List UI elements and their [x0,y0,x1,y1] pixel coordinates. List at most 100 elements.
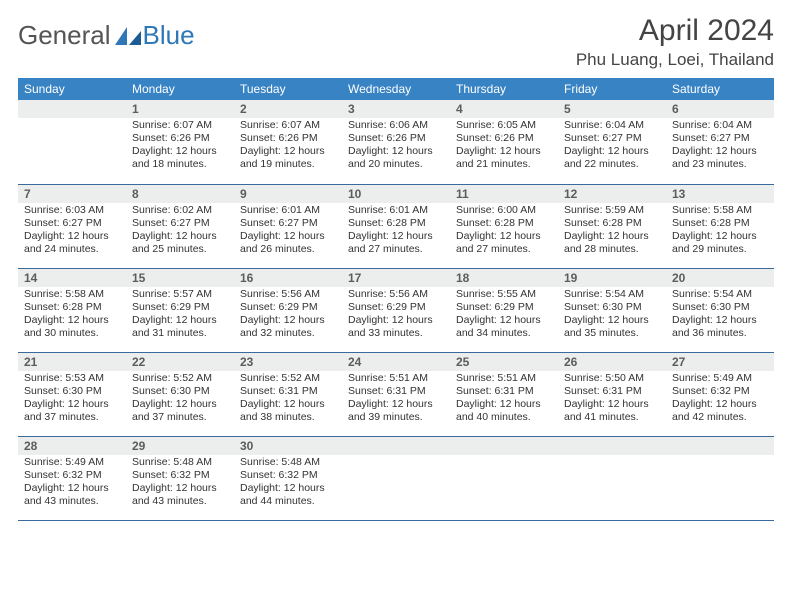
daylight-line: Daylight: 12 hours and 21 minutes. [456,145,552,171]
day-number: 16 [234,269,342,287]
day-number: 27 [666,353,774,371]
sunrise-line: Sunrise: 6:00 AM [456,204,552,217]
day-details: Sunrise: 6:01 AMSunset: 6:28 PMDaylight:… [342,203,450,260]
daylight-line: Daylight: 12 hours and 35 minutes. [564,314,660,340]
sunrise-line: Sunrise: 6:07 AM [132,119,228,132]
sail-icon [115,27,141,45]
sunset-line: Sunset: 6:27 PM [564,132,660,145]
brand-logo: General Blue [18,20,195,51]
sunset-line: Sunset: 6:31 PM [564,385,660,398]
day-number-empty [558,437,666,455]
day-number: 25 [450,353,558,371]
day-number: 10 [342,185,450,203]
sunset-line: Sunset: 6:32 PM [24,469,120,482]
weekday-header: Friday [558,78,666,100]
sunset-line: Sunset: 6:31 PM [240,385,336,398]
sunset-line: Sunset: 6:28 PM [348,217,444,230]
day-number: 15 [126,269,234,287]
sunset-line: Sunset: 6:31 PM [456,385,552,398]
sunset-line: Sunset: 6:32 PM [240,469,336,482]
day-number: 6 [666,100,774,118]
daylight-line: Daylight: 12 hours and 32 minutes. [240,314,336,340]
calendar-cell: 5Sunrise: 6:04 AMSunset: 6:27 PMDaylight… [558,100,666,184]
day-number: 24 [342,353,450,371]
daylight-line: Daylight: 12 hours and 27 minutes. [348,230,444,256]
day-details: Sunrise: 5:55 AMSunset: 6:29 PMDaylight:… [450,287,558,344]
calendar-cell: 3Sunrise: 6:06 AMSunset: 6:26 PMDaylight… [342,100,450,184]
calendar-cell: 24Sunrise: 5:51 AMSunset: 6:31 PMDayligh… [342,352,450,436]
sunrise-line: Sunrise: 6:04 AM [672,119,768,132]
day-details: Sunrise: 6:00 AMSunset: 6:28 PMDaylight:… [450,203,558,260]
sunset-line: Sunset: 6:28 PM [564,217,660,230]
day-details: Sunrise: 5:58 AMSunset: 6:28 PMDaylight:… [18,287,126,344]
day-number: 29 [126,437,234,455]
sunset-line: Sunset: 6:28 PM [672,217,768,230]
sunset-line: Sunset: 6:27 PM [24,217,120,230]
calendar-cell [18,100,126,184]
page-header: General Blue April 2024 Phu Luang, Loei,… [18,14,774,70]
day-details: Sunrise: 6:04 AMSunset: 6:27 PMDaylight:… [558,118,666,175]
sunrise-line: Sunrise: 5:51 AM [348,372,444,385]
calendar-cell: 10Sunrise: 6:01 AMSunset: 6:28 PMDayligh… [342,184,450,268]
weekday-header: Saturday [666,78,774,100]
sunrise-line: Sunrise: 6:01 AM [240,204,336,217]
daylight-line: Daylight: 12 hours and 26 minutes. [240,230,336,256]
calendar-cell: 8Sunrise: 6:02 AMSunset: 6:27 PMDaylight… [126,184,234,268]
sunset-line: Sunset: 6:26 PM [348,132,444,145]
day-details: Sunrise: 5:51 AMSunset: 6:31 PMDaylight:… [342,371,450,428]
sunrise-line: Sunrise: 5:54 AM [564,288,660,301]
daylight-line: Daylight: 12 hours and 44 minutes. [240,482,336,508]
weekday-header: Sunday [18,78,126,100]
day-details: Sunrise: 5:59 AMSunset: 6:28 PMDaylight:… [558,203,666,260]
sunset-line: Sunset: 6:32 PM [672,385,768,398]
day-number: 7 [18,185,126,203]
calendar-week-row: 14Sunrise: 5:58 AMSunset: 6:28 PMDayligh… [18,268,774,352]
daylight-line: Daylight: 12 hours and 25 minutes. [132,230,228,256]
daylight-line: Daylight: 12 hours and 20 minutes. [348,145,444,171]
weekday-header: Monday [126,78,234,100]
calendar-cell: 27Sunrise: 5:49 AMSunset: 6:32 PMDayligh… [666,352,774,436]
sunrise-line: Sunrise: 6:07 AM [240,119,336,132]
calendar-week-row: 21Sunrise: 5:53 AMSunset: 6:30 PMDayligh… [18,352,774,436]
calendar-cell: 25Sunrise: 5:51 AMSunset: 6:31 PMDayligh… [450,352,558,436]
calendar-cell [450,436,558,520]
sunset-line: Sunset: 6:30 PM [132,385,228,398]
day-number: 1 [126,100,234,118]
sunrise-line: Sunrise: 5:53 AM [24,372,120,385]
day-number: 26 [558,353,666,371]
daylight-line: Daylight: 12 hours and 42 minutes. [672,398,768,424]
daylight-line: Daylight: 12 hours and 43 minutes. [24,482,120,508]
day-details: Sunrise: 6:02 AMSunset: 6:27 PMDaylight:… [126,203,234,260]
sunrise-line: Sunrise: 5:49 AM [24,456,120,469]
day-details: Sunrise: 6:01 AMSunset: 6:27 PMDaylight:… [234,203,342,260]
sunset-line: Sunset: 6:27 PM [240,217,336,230]
sunrise-line: Sunrise: 5:58 AM [672,204,768,217]
calendar-cell: 13Sunrise: 5:58 AMSunset: 6:28 PMDayligh… [666,184,774,268]
day-number: 23 [234,353,342,371]
weekday-header: Wednesday [342,78,450,100]
day-details: Sunrise: 5:51 AMSunset: 6:31 PMDaylight:… [450,371,558,428]
day-number-empty [342,437,450,455]
calendar-cell: 12Sunrise: 5:59 AMSunset: 6:28 PMDayligh… [558,184,666,268]
calendar-cell: 4Sunrise: 6:05 AMSunset: 6:26 PMDaylight… [450,100,558,184]
title-block: April 2024 Phu Luang, Loei, Thailand [576,14,774,70]
day-details: Sunrise: 5:58 AMSunset: 6:28 PMDaylight:… [666,203,774,260]
sunrise-line: Sunrise: 5:51 AM [456,372,552,385]
sunrise-line: Sunrise: 6:05 AM [456,119,552,132]
day-number-empty [18,100,126,118]
day-details: Sunrise: 5:54 AMSunset: 6:30 PMDaylight:… [558,287,666,344]
calendar-cell: 23Sunrise: 5:52 AMSunset: 6:31 PMDayligh… [234,352,342,436]
calendar-cell: 29Sunrise: 5:48 AMSunset: 6:32 PMDayligh… [126,436,234,520]
sunrise-line: Sunrise: 5:52 AM [240,372,336,385]
sunrise-line: Sunrise: 6:02 AM [132,204,228,217]
calendar-head: SundayMondayTuesdayWednesdayThursdayFrid… [18,78,774,100]
calendar-cell: 16Sunrise: 5:56 AMSunset: 6:29 PMDayligh… [234,268,342,352]
day-details: Sunrise: 5:57 AMSunset: 6:29 PMDaylight:… [126,287,234,344]
sunset-line: Sunset: 6:30 PM [24,385,120,398]
sunset-line: Sunset: 6:26 PM [240,132,336,145]
sunrise-line: Sunrise: 5:52 AM [132,372,228,385]
calendar-cell: 19Sunrise: 5:54 AMSunset: 6:30 PMDayligh… [558,268,666,352]
sunrise-line: Sunrise: 5:58 AM [24,288,120,301]
daylight-line: Daylight: 12 hours and 29 minutes. [672,230,768,256]
calendar-cell: 1Sunrise: 6:07 AMSunset: 6:26 PMDaylight… [126,100,234,184]
